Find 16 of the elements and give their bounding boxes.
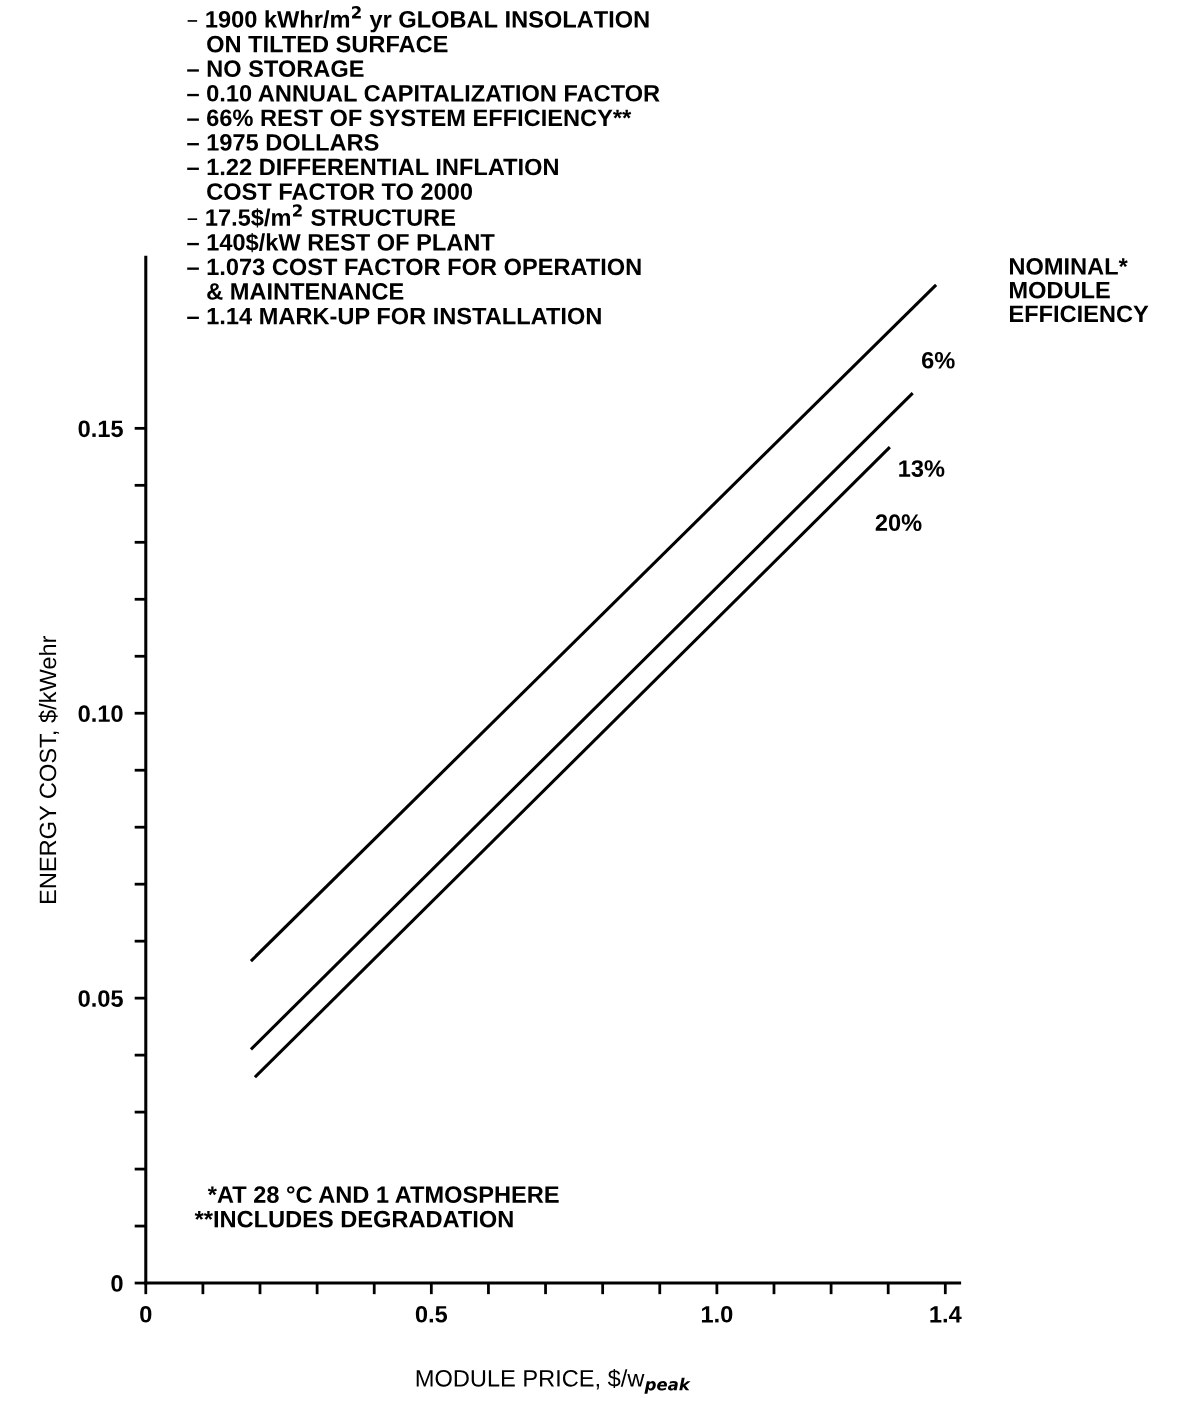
y-tick-label: 0.05 xyxy=(78,990,123,1007)
x-tick-label: 0 xyxy=(140,1305,152,1323)
annotation: *AT 28 °C AND 1 ATMOSPHERE **INCLUDES DEGRADATION xyxy=(194,1186,559,1228)
x-axis-title: MODULE PRICE, $/w$_{peak}$ xyxy=(416,1368,691,1394)
series-label: 6% xyxy=(922,351,955,369)
x-tick-label: 1.4 xyxy=(930,1306,962,1323)
y-tick-label: 0.10 xyxy=(78,705,123,723)
y-tick-label: 0.15 xyxy=(78,420,123,438)
series-label: 13% xyxy=(899,460,945,477)
text: – 1900 kWhr/m$^{2}$ yr GLOBAL INSOLATION ON TILTED SURFACE – NO STORAGE – 0.10 ANNUAL CAPITALIZATION FACTOR – 66% REST OF SYSTEM EFFICIENCY** – 1975 DOLLARS – 1.22 DIFFERENTIAL INFLATION COST FACTOR TO 2000 – 17.5$/m$^{2}$ STRUCTURE – 140$/kW REST OF PLANT – 1.073 COST FACTOR FOR OPERATION & MAINTENANCE – 1.14 MARK-UP FOR INSTALLATION xyxy=(187,6,660,325)
y-axis-title: ENERGY COST, $/kWehr xyxy=(38,635,60,903)
x-tick-label: 0.5 xyxy=(415,1305,448,1323)
legend-title: NOMINAL* MODULE EFFICIENCY xyxy=(1009,258,1149,323)
x-tick-label: 1.0 xyxy=(701,1305,733,1323)
series-label: 20% xyxy=(875,514,922,532)
y-tick-label: 0 xyxy=(111,1275,123,1292)
